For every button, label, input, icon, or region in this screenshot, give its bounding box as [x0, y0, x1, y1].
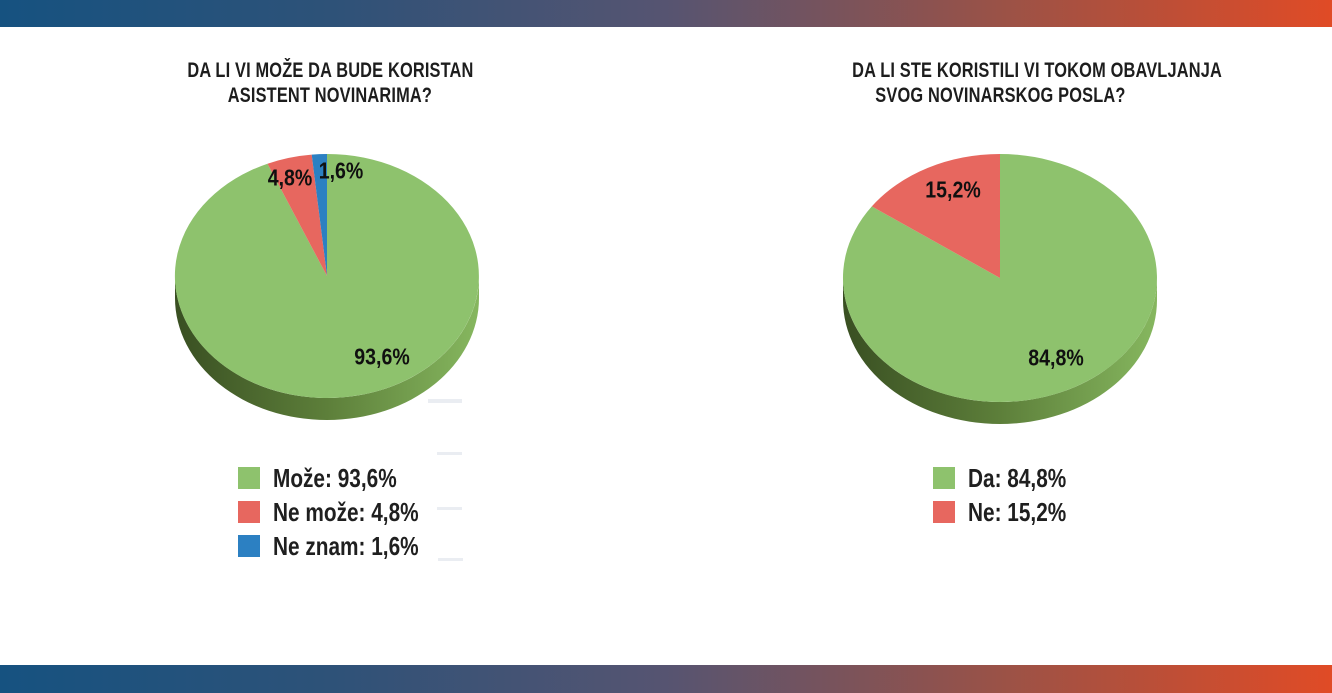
legend-swatch-red: [238, 501, 260, 523]
legend-label-ne-moze: Ne može: 4,8%: [273, 496, 419, 527]
legend-item-ne-znam: Ne znam: 1,6%: [238, 531, 455, 561]
left-pie-legend: Može: 93,6% Ne može: 4,8% Ne znam: 1,6%: [238, 463, 455, 568]
pie-slice-ne-znam: [311, 153, 327, 276]
legend-label-ne-znam: Ne znam: 1,6%: [273, 530, 419, 561]
pie-slice-ne-može: [267, 154, 327, 276]
legend-swatch-red: [933, 501, 955, 523]
bottom-gradient-bar: [0, 665, 1332, 693]
pie-right-rim: [843, 278, 1157, 424]
legend-label-moze: Može: 93,6%: [273, 462, 397, 493]
artifact-line: [437, 507, 462, 510]
right-pie-label-ne: 15,2%: [925, 176, 981, 203]
legend-item-da: Da: 84,8%: [933, 463, 1091, 493]
pie-left-rim: [175, 276, 479, 420]
legend-item-moze: Može: 93,6%: [238, 463, 455, 493]
left-chart-title-line2: ASISTENT NOVINARIMA?: [227, 84, 433, 107]
right-chart-title: DA LI STE KORISTILI VI TOKOM OBAVLJANJA …: [800, 58, 1222, 108]
right-chart-title-line1: DA LI STE KORISTILI VI TOKOM OBAVLJANJA: [852, 59, 1222, 82]
left-pie-label-moze: 93,6%: [354, 343, 410, 370]
left-chart-title: DA LI VI MOŽE DA BUDE KORISTAN ASISTENT …: [130, 58, 530, 108]
legend-label-da: Da: 84,8%: [968, 462, 1067, 493]
legend-item-ne-moze: Ne može: 4,8%: [238, 497, 455, 527]
right-pie-label-da: 84,8%: [1028, 344, 1084, 371]
pie-slice-da: [842, 154, 1157, 402]
right-chart-title-line2: SVOG NOVINARSKOG POSLA?: [874, 84, 1126, 107]
right-pie-legend: Da: 84,8% Ne: 15,2%: [933, 463, 1091, 534]
legend-label-ne: Ne: 15,2%: [968, 496, 1067, 527]
artifact-line: [438, 558, 463, 561]
left-chart-title-line1: DA LI VI MOŽE DA BUDE KORISTAN: [186, 59, 474, 82]
top-gradient-bar: [0, 0, 1332, 27]
legend-item-ne: Ne: 15,2%: [933, 497, 1091, 527]
legend-swatch-green: [933, 467, 955, 489]
legend-swatch-blue: [238, 535, 260, 557]
pie-slice-ne: [871, 154, 1000, 278]
pie-slice-može: [174, 154, 479, 398]
legend-swatch-green: [238, 467, 260, 489]
artifact-line: [437, 452, 462, 455]
left-pie-label-ne-moze: 4,8%: [267, 164, 313, 191]
artifact-line: [428, 399, 462, 403]
left-pie-label-ne-znam: 1,6%: [318, 157, 364, 184]
footer: CEPROM Centar za profesionalizaciju medi…: [0, 590, 1332, 660]
